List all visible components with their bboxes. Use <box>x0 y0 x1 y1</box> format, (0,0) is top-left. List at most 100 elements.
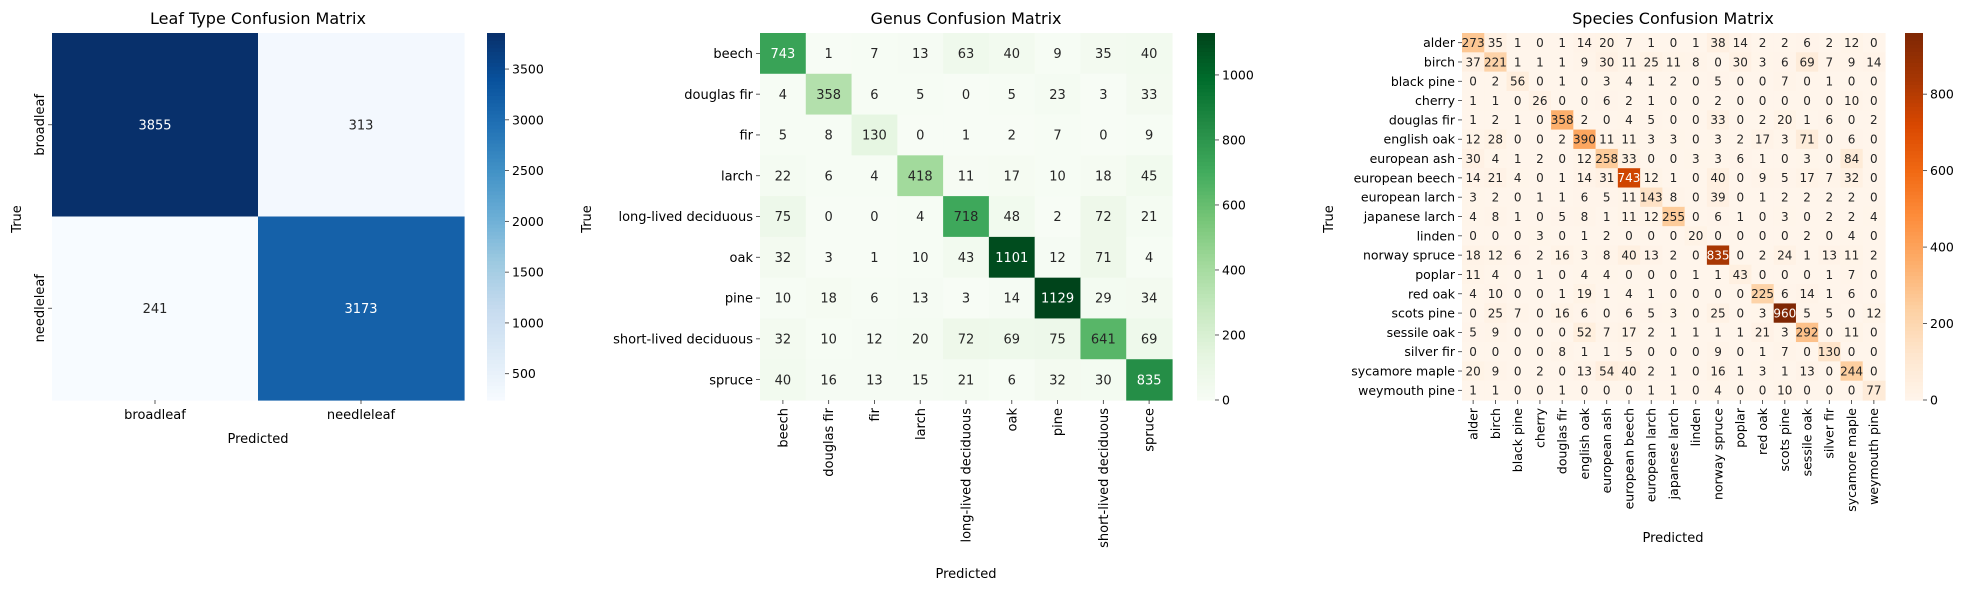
cell-value-label: 75 <box>1049 333 1066 348</box>
cell-value-label: 1 <box>1492 94 1500 108</box>
cell-value-label: 0 <box>1670 113 1678 127</box>
colorbar-segment <box>1197 91 1215 96</box>
heatmap-cell <box>1840 322 1864 343</box>
colorbar-segment <box>1197 256 1215 262</box>
cell-value-label: 0 <box>1736 75 1744 89</box>
heatmap-cell <box>1684 168 1708 189</box>
y-tick-label: larch <box>721 169 753 184</box>
colorbar-segment <box>487 135 505 141</box>
colorbar-segment <box>487 238 505 243</box>
cell-value-label: 0 <box>1714 229 1722 243</box>
heatmap-cell <box>1862 148 1886 169</box>
cell-value-label: 313 <box>349 118 374 133</box>
cell-value-label: 1 <box>1469 384 1477 398</box>
heatmap-cell <box>1462 342 1485 362</box>
colorbar-segment <box>1197 110 1215 115</box>
colorbar-segment <box>487 209 505 214</box>
heatmap-cell <box>1729 110 1753 131</box>
colorbar-segment <box>487 271 505 276</box>
colorbar-segment <box>1905 359 1923 364</box>
cell-value-label: 17 <box>1799 171 1814 185</box>
heatmap-cell <box>1862 322 1886 343</box>
colorbar-segment <box>1905 209 1923 214</box>
heatmap-cell <box>988 155 1036 197</box>
heatmap-cell <box>1573 206 1597 227</box>
colorbar-segment <box>1905 396 1923 401</box>
colorbar-segment <box>1905 260 1923 265</box>
heatmap-cell <box>1684 148 1708 169</box>
colorbar-segment <box>1905 139 1923 144</box>
cell-value-label: 5 <box>1803 306 1811 320</box>
cell-value-label: 244 <box>1840 364 1863 378</box>
cell-value-label: 1 <box>1736 210 1744 224</box>
cell-value-label: 0 <box>1848 75 1856 89</box>
heatmap-cell <box>1773 226 1797 247</box>
heatmap-cell <box>1773 206 1797 227</box>
heatmap-cell <box>1528 226 1552 247</box>
heatmap-cell <box>1595 206 1619 227</box>
heatmap-cell <box>1462 110 1485 131</box>
colorbar-segment <box>1905 165 1923 170</box>
cell-value-label: 8 <box>1692 55 1700 69</box>
colorbar-segment <box>487 231 505 236</box>
heatmap-cell <box>1640 71 1663 92</box>
cell-value-label: 0 <box>1759 229 1767 243</box>
colorbar-segment <box>1905 154 1923 159</box>
cell-value-label: 2 <box>1714 94 1722 108</box>
cell-value-label: 0 <box>1848 384 1856 398</box>
heatmap-cell <box>1729 129 1753 150</box>
colorbar-segment <box>487 110 505 115</box>
heatmap-cell <box>1773 129 1797 150</box>
heatmap-cell <box>1551 322 1574 343</box>
heatmap-cell <box>851 318 898 360</box>
heatmap-cell <box>1684 71 1708 92</box>
colorbar-tick-label: 2500 <box>512 163 544 178</box>
heatmap-cell <box>805 277 853 320</box>
heatmap-cell <box>1528 33 1552 53</box>
heatmap-cell <box>1528 90 1552 111</box>
heatmap-cell <box>1617 110 1641 131</box>
heatmap-cell <box>1573 361 1597 382</box>
cell-value-label: 6 <box>1781 287 1789 301</box>
colorbar-segment <box>1197 113 1215 119</box>
cell-value-label: 3855 <box>138 118 171 133</box>
heatmap-cell <box>943 114 990 156</box>
cell-value-label: 7 <box>1826 171 1834 185</box>
cell-value-label: 960 <box>1773 306 1796 320</box>
cell-value-label: 7 <box>1053 129 1061 144</box>
y-tick-label: weymouth pine <box>1358 383 1455 398</box>
cell-value-label: 1 <box>825 47 833 62</box>
heatmap-cell <box>1528 129 1552 150</box>
heatmap-cell <box>1818 284 1842 305</box>
colorbar-segment <box>1197 194 1215 199</box>
heatmap-cell <box>1862 206 1886 227</box>
heatmap-cell <box>1617 264 1641 285</box>
leaf-type-panel: Leaf Type Confusion Matrix Predicted Tru… <box>10 9 544 447</box>
heatmap-cell <box>1462 245 1485 266</box>
cell-value-label: 130 <box>1818 345 1841 359</box>
cell-value-label: 5 <box>1625 345 1633 359</box>
cell-value-label: 0 <box>1870 268 1878 282</box>
heatmap-cell <box>1595 226 1619 247</box>
heatmap-cell <box>1795 245 1819 266</box>
colorbar-segment <box>1197 95 1215 100</box>
heatmap-cell <box>258 216 465 401</box>
heatmap-cell <box>1729 342 1753 362</box>
heatmap-cell <box>1506 245 1530 266</box>
heatmap-cell <box>943 277 990 320</box>
heatmap-cell <box>1595 322 1619 343</box>
cell-value-label: 8 <box>1581 210 1589 224</box>
cell-value-label: 1 <box>1736 326 1744 340</box>
heatmap-cell <box>1862 226 1886 247</box>
colorbar-segment <box>1905 198 1923 203</box>
heatmap-cell <box>1706 303 1730 324</box>
cell-value-label: 0 <box>1670 36 1678 50</box>
heatmap-cell <box>1462 33 1485 53</box>
cell-value-label: 1 <box>962 129 970 144</box>
cell-value-label: 0 <box>1469 345 1477 359</box>
colorbar-segment <box>487 183 505 188</box>
cell-value-label: 0 <box>1647 345 1655 359</box>
heatmap-cell <box>1506 380 1530 401</box>
heatmap-cell <box>1080 196 1127 238</box>
x-tick-labels: beech douglas fir fir larch long-lived decid… <box>776 400 1158 548</box>
